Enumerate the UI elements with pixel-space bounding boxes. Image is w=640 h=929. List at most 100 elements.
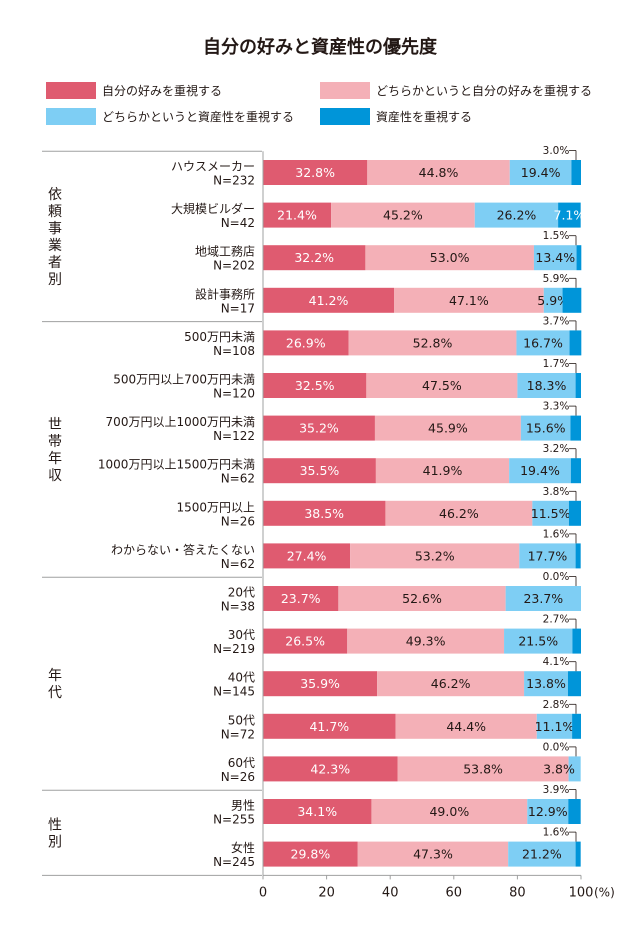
bar-segment-series-2 [348,330,517,356]
category-label: 20代 [228,586,255,600]
bar-segment-series-1 [263,202,332,228]
data-label-series-2: 53.2% [415,548,455,563]
category-label: 設計事務所 [195,286,255,301]
bar-segment-series-1 [263,799,372,824]
data-label-series-4: 2.8% [543,699,570,711]
bar-segment-series-1 [263,330,349,356]
bar-segment-series-4 [567,671,581,697]
data-label-series-2: 46.2% [439,506,479,521]
bar-segment-series-3 [508,841,576,867]
sample-size-label: N=108 [213,344,255,358]
bar-segment-series-4 [575,841,581,867]
x-axis: 0 20 40 60 80 100 (%) [259,151,615,900]
data-label-series-1: 27.4% [287,548,327,563]
x-tick-label: 0 [259,885,267,900]
category-label: ハウスメーカー [171,160,255,174]
bar-segment-series-2 [397,756,569,782]
bar-segment-series-2 [374,415,521,441]
bar-segment-series-3 [524,671,568,697]
legend-swatch-1 [46,82,96,99]
bar-segment-series-3 [527,799,569,824]
data-label-series-4: 3.9% [543,784,570,796]
data-label-series-3: 21.2% [522,847,562,862]
legend-swatch-2 [320,82,370,99]
data-label-series-4: 2.7% [543,614,570,626]
bar-segment-series-2 [365,245,534,271]
data-label-series-4: 7.1% [554,208,586,223]
sample-size-label: N=26 [221,770,255,784]
data-label-series-3: 11.1% [535,719,575,734]
legend-label-4: 資産性を重視する [376,109,472,124]
bar-segment-series-2 [367,160,510,185]
data-label-series-1: 41.7% [309,719,349,734]
data-label-series-3: 19.4% [520,463,560,478]
data-label-series-4: 3.2% [543,443,570,455]
category-label: 60代 [228,756,255,770]
bar-segment-series-3 [520,415,571,441]
data-label-series-4: 1.6% [543,827,570,839]
bar-segment-series-3 [504,628,573,654]
data-label-series-2: 53.8% [463,761,503,776]
bar-segment-series-2 [366,373,518,398]
bar-segment-series-1 [263,458,376,484]
bar-segment-series-4 [568,799,581,824]
data-label-series-3: 15.6% [526,421,566,436]
bar-segment-series-3 [543,287,563,313]
sample-size-label: N=72 [221,727,255,741]
bar-segment-series-1 [263,373,367,398]
legend-label-1: 自分の好みを重視する [102,83,222,98]
bar-segment-series-2 [395,713,537,739]
bar-segment-series-2 [375,458,510,484]
bar-segment-series-1 [263,713,396,739]
category-label: 地域工務店 [195,245,255,259]
category-label: 女性 [231,840,255,855]
bar-segment-series-4 [568,500,581,526]
legend-swatch-3 [46,108,96,125]
bar-segment-series-2 [377,671,525,697]
data-label-series-2: 44.8% [419,165,459,180]
data-label-series-4: 0.0% [543,741,570,753]
data-label-series-2: 52.8% [413,335,453,350]
sample-size-label: N=26 [221,514,255,528]
bar-segment-series-3 [536,713,573,739]
bar-segment-series-1 [263,245,366,271]
bar-segment-series-3 [516,330,570,356]
bar-segment-series-3 [517,373,576,398]
group-label: 依頼事業者別 [48,187,62,288]
bar-segment-series-4 [575,543,581,569]
bar-segment-series-4 [558,202,581,228]
bar-segment-series-2 [385,500,533,526]
bar-segment-series-1 [263,287,395,313]
data-label-series-3: 5.9% [537,293,569,308]
sample-size-label: N=42 [221,216,255,230]
data-label-series-2: 52.6% [402,591,442,606]
bar-segment-series-1 [263,628,348,654]
sample-size-label: N=202 [213,259,255,273]
bar-segment-series-3 [519,543,576,569]
data-label-series-1: 35.5% [300,463,340,478]
category-label: 1000万円以上1500万円未満 [98,458,255,472]
data-label-series-1: 34.1% [297,804,337,819]
bar-segment-series-2 [357,841,509,867]
bar-segment-series-3 [509,160,572,185]
data-label-series-2: 44.4% [446,719,486,734]
sample-size-label: N=245 [213,855,255,869]
bar-segment-series-1 [263,543,351,569]
data-label-series-3: 3.8% [543,761,575,776]
data-label-series-2: 41.9% [423,463,463,478]
data-label-series-4: 3.8% [543,486,570,498]
data-label-series-1: 32.5% [295,378,335,393]
data-label-series-1: 26.9% [286,335,326,350]
data-label-series-1: 21.4% [277,208,317,223]
group-label: 年代 [48,668,62,701]
category-label: 40代 [228,671,255,685]
